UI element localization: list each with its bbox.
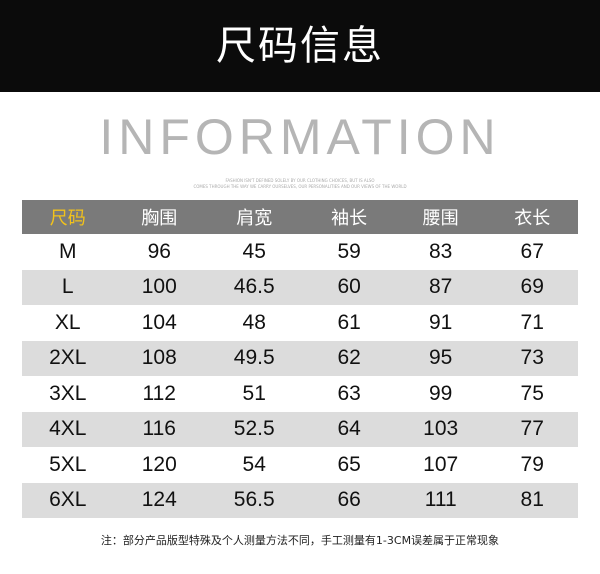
table-cell: 5XL <box>49 452 87 476</box>
table-row: 3XL 112 51 63 99 75 <box>22 376 578 412</box>
table-cell: 60 <box>303 269 395 305</box>
table-cell: 56.5 <box>205 482 304 518</box>
table-row: M 96 45 59 83 67 <box>22 234 578 270</box>
table-cell: 54 <box>242 452 266 476</box>
table-cell: 4XL <box>22 411 114 447</box>
column-header: 肩宽 <box>205 200 304 234</box>
table-cell: 66 <box>303 482 395 518</box>
table-cell: 91 <box>428 310 453 334</box>
table-cell: 52.5 <box>205 411 304 447</box>
table-cell: 99 <box>428 381 453 405</box>
table-cell: 108 <box>113 340 205 376</box>
table-cell: 61 <box>337 310 361 334</box>
table-cell: 51 <box>242 381 266 405</box>
table-cell: 83 <box>428 239 453 263</box>
table-cell: 67 <box>520 239 544 263</box>
table-row: 2XL 108 49.5 62 95 73 <box>22 340 578 376</box>
table-cell: 124 <box>113 482 205 518</box>
table-cell: 64 <box>303 411 395 447</box>
table-cell: 65 <box>337 452 361 476</box>
table-cell: 2XL <box>22 340 114 376</box>
table-cell: 73 <box>486 340 578 376</box>
table-row: XL 104 48 61 91 71 <box>22 305 578 341</box>
column-header: 腰围 <box>394 200 487 234</box>
table-cell: XL <box>54 310 81 334</box>
table-cell: 75 <box>520 381 544 405</box>
table-cell: 46.5 <box>205 269 304 305</box>
column-header: 尺码 <box>22 200 114 234</box>
table-cell: 107 <box>423 452 459 476</box>
size-table: 尺码 胸围 肩宽 袖长 腰围 衣长 M 96 45 59 83 67 L 100 46.5 60 87 69 XL… <box>22 200 578 518</box>
table-cell: M <box>59 239 77 263</box>
table-cell: 77 <box>486 411 578 447</box>
table-cell: 62 <box>303 340 395 376</box>
table-header-row: 尺码 胸围 肩宽 袖长 腰围 衣长 <box>22 200 578 234</box>
table-cell: 45 <box>242 239 266 263</box>
page-title: 尺码信息 <box>0 0 600 92</box>
column-header: 袖长 <box>303 200 395 234</box>
column-header: 衣长 <box>486 200 578 234</box>
table-cell: 3XL <box>49 381 87 405</box>
table-cell: 81 <box>486 482 578 518</box>
tagline-line-1: FASHION ISN'T DEFINED SOLELY BY OUR CLOT… <box>225 178 375 183</box>
table-cell: 96 <box>147 239 171 263</box>
table-cell: 63 <box>337 381 361 405</box>
table-cell: 112 <box>142 381 176 405</box>
table-row: 4XL 116 52.5 64 103 77 <box>22 411 578 447</box>
table-cell: 95 <box>394 340 487 376</box>
table-cell: 59 <box>337 239 361 263</box>
table-cell: 6XL <box>22 482 114 518</box>
table-cell: 104 <box>141 310 177 334</box>
table-cell: 87 <box>394 269 487 305</box>
table-cell: 48 <box>242 310 266 334</box>
banner-text: INFORMATION <box>99 109 501 165</box>
table-cell: 49.5 <box>205 340 304 376</box>
table-row: 5XL 120 54 65 107 79 <box>22 447 578 483</box>
table-cell: L <box>22 269 114 305</box>
table-row: L 100 46.5 60 87 69 <box>22 269 578 305</box>
column-header: 胸围 <box>113 200 205 234</box>
table-cell: 116 <box>113 411 205 447</box>
table-cell: 71 <box>520 310 544 334</box>
table-cell: 103 <box>394 411 487 447</box>
table-cell: 100 <box>113 269 205 305</box>
table-cell: 111 <box>394 482 487 518</box>
table-cell: 120 <box>141 452 177 476</box>
tagline-line-2: COMES THROUGH THE WAY WE CARRY OURSELVES… <box>193 184 407 189</box>
table-cell: 79 <box>520 452 544 476</box>
table-cell: 69 <box>486 269 578 305</box>
measurement-note: 注：部分产品版型特殊及个人测量方法不同，手工测量有1-3CM误差属于正常现象 <box>100 534 500 547</box>
table-row: 6XL 124 56.5 66 111 81 <box>22 482 578 518</box>
